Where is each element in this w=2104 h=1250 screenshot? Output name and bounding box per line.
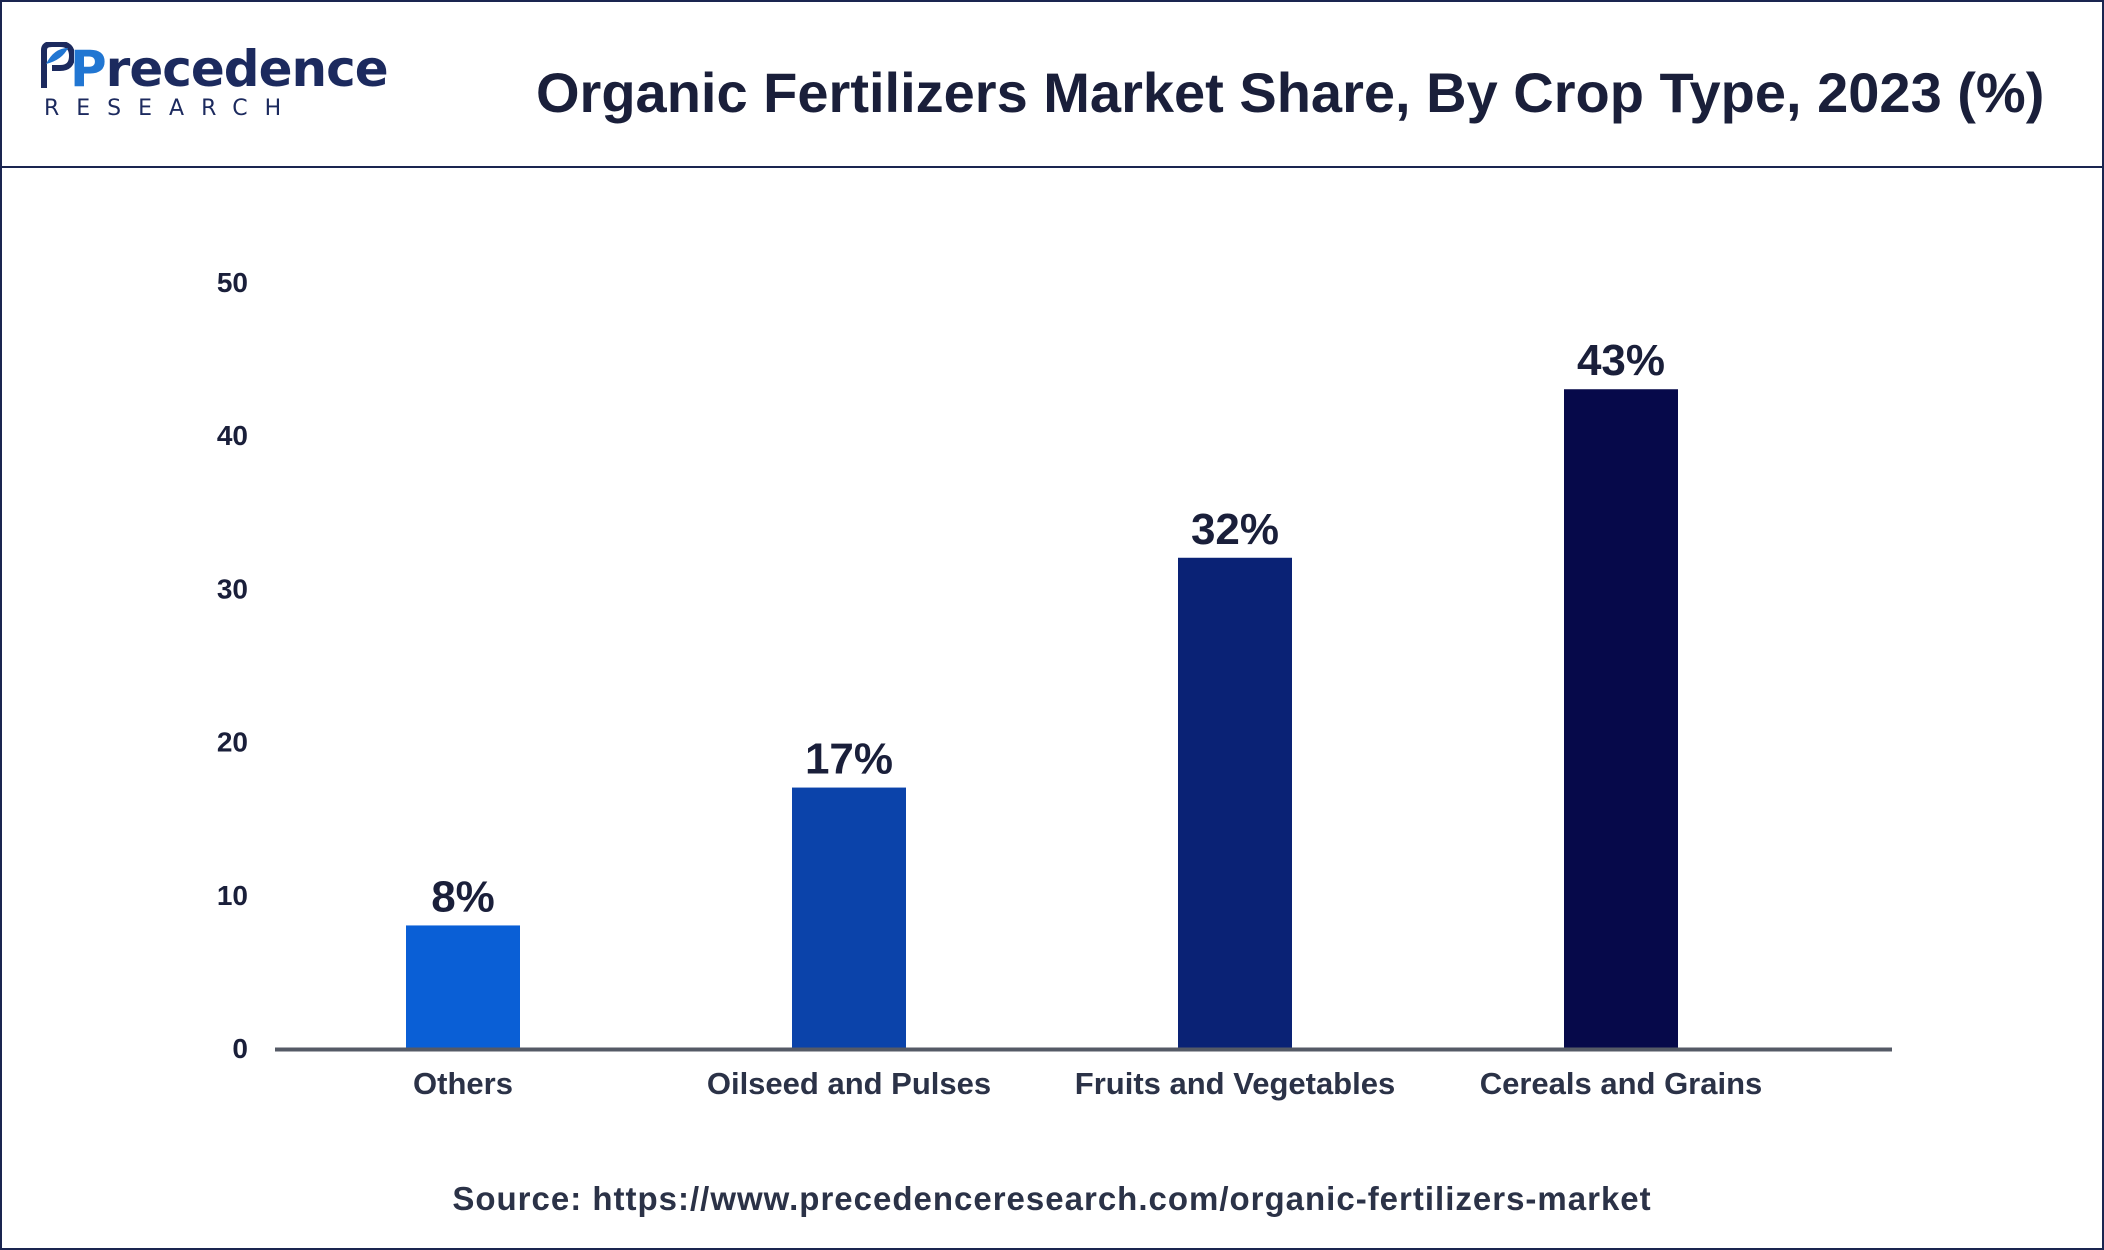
logo-leaf-icon (41, 42, 74, 88)
y-tick-label: 0 (232, 1033, 248, 1064)
chart-title: Organic Fertilizers Market Share, By Cro… (536, 61, 2045, 124)
logo: Precedence RESEARCH (40, 40, 389, 130)
x-tick-label: Fruits and Vegetables (1075, 1066, 1395, 1101)
source-note: Source: https://www.precedenceresearch.c… (452, 1180, 1652, 1217)
bar (406, 925, 520, 1048)
data-label: 17% (805, 735, 893, 784)
bar (1178, 557, 1292, 1048)
data-label: 8% (431, 872, 495, 921)
y-tick-label: 30 (217, 573, 248, 604)
y-tick-label: 10 (217, 880, 248, 911)
logo-wordmark: Precedence (70, 40, 389, 98)
header: Precedence RESEARCH Organic Fertilizers … (2, 2, 2102, 168)
bar (792, 787, 906, 1048)
x-tick-label: Cereals and Grains (1480, 1066, 1763, 1101)
x-tick-label: Others (413, 1066, 513, 1101)
y-tick-label: 40 (217, 420, 248, 451)
y-tick-label: 20 (217, 727, 248, 758)
bar (1564, 389, 1678, 1048)
x-tick-label: Oilseed and Pulses (707, 1066, 991, 1101)
logo-subtitle: RESEARCH (44, 96, 299, 121)
y-tick-label: 50 (217, 267, 248, 298)
data-label: 43% (1577, 336, 1665, 385)
data-label: 32% (1191, 505, 1279, 554)
